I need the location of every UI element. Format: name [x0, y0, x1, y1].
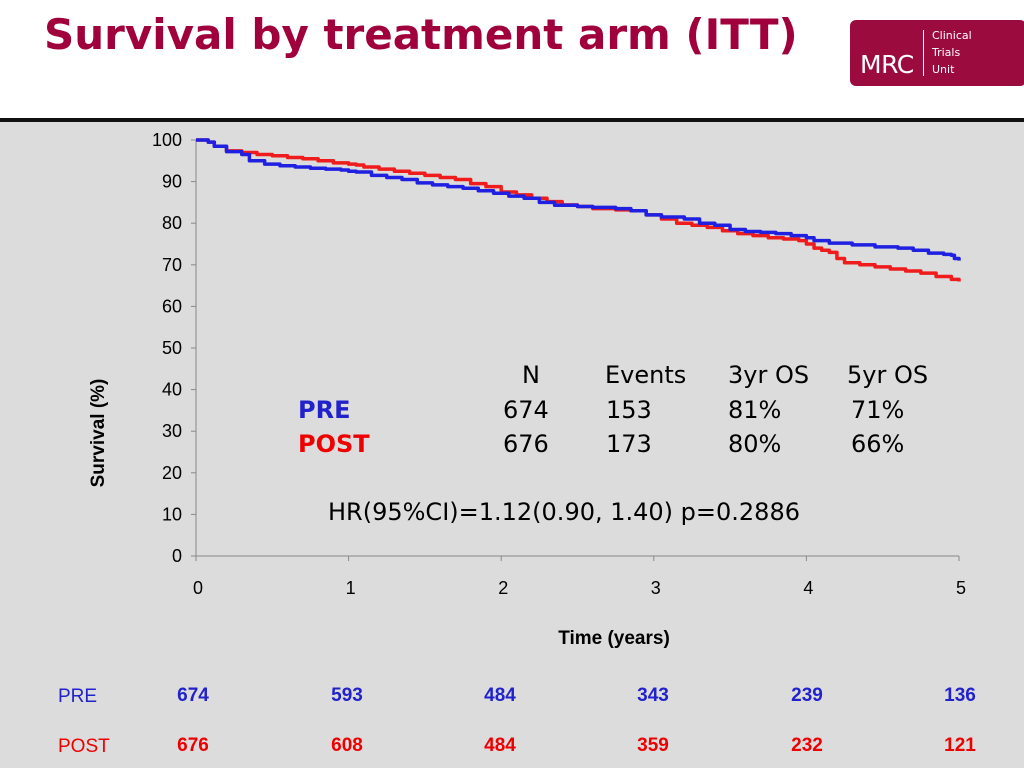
chart-axes: 0 10 20 30 40 50 60 70 80 90 100 0 1 2 3 4 5: [152, 130, 966, 598]
title-divider: [0, 118, 1024, 122]
x-tick-label: 2: [498, 578, 508, 598]
y-tick-label: 80: [162, 213, 182, 233]
at-risk-post-year-3: 359: [637, 735, 669, 756]
chart-panel: 0 10 20 30 40 50 60 70 80 90 100 0 1 2 3 4 5 Survival (%…: [0, 122, 1024, 768]
x-tick-label: 0: [193, 578, 203, 598]
survival-curve-pre: [196, 138, 961, 261]
at-risk-pre-year-2: 484: [484, 685, 516, 706]
at-risk-label-post: POST: [58, 736, 110, 757]
at-risk-pre-year-5: 136: [944, 685, 976, 706]
at-risk-pre-year-0: 674: [177, 685, 209, 706]
header-5yr-os: 5yr OS: [847, 361, 929, 389]
logo-line-unit: Unit: [932, 63, 955, 76]
y-axis-title: Survival (%): [88, 379, 109, 488]
y-tick-label: 100: [152, 130, 182, 150]
summary-arm-pre: PRE: [298, 396, 351, 424]
mrc-ctu-logo: MRC Clinical Trials Unit: [850, 20, 1024, 86]
y-tick-label: 30: [162, 421, 182, 441]
summary-pre-events: 153: [606, 396, 652, 424]
x-tick-label: 3: [651, 578, 661, 598]
summary-arm-post: POST: [298, 430, 370, 458]
survival-curves: [196, 138, 961, 282]
y-tick-label: 0: [172, 546, 182, 566]
summary-post-events: 173: [606, 430, 652, 458]
summary-pre-5yr-os: 71%: [851, 396, 905, 424]
at-risk-pre-year-1: 593: [331, 685, 363, 706]
at-risk-pre-year-4: 239: [791, 685, 823, 706]
y-tick-label: 50: [162, 338, 182, 358]
survival-curve-post: [196, 138, 961, 282]
hazard-ratio: HR(95%CI)=1.12(0.90, 1.40) p=0.2886: [328, 498, 800, 526]
at-risk-post-year-2: 484: [484, 735, 516, 756]
y-tick-label: 40: [162, 380, 182, 400]
at-risk-label-pre: PRE: [58, 686, 98, 707]
at-risk-post-year-0: 676: [177, 735, 209, 756]
at-risk-post-year-4: 232: [791, 735, 823, 756]
summary-post-5yr-os: 66%: [851, 430, 905, 458]
logo-line-clinical: Clinical: [932, 29, 972, 42]
survival-chart: 0 10 20 30 40 50 60 70 80 90 100 0 1 2 3 4 5 Survival (%…: [88, 130, 966, 649]
x-axis-title: Time (years): [558, 628, 670, 649]
logo-line-trials: Trials: [932, 46, 961, 59]
logo-divider: [923, 30, 924, 76]
x-tick-label: 4: [803, 578, 813, 598]
y-tick-label: 60: [162, 296, 182, 316]
summary-pre-n: 674: [503, 396, 549, 424]
summary-post-3yr-os: 80%: [728, 430, 782, 458]
y-tick-label: 70: [162, 255, 182, 275]
header-3yr-os: 3yr OS: [728, 361, 810, 389]
summary-pre-3yr-os: 81%: [728, 396, 782, 424]
slide-title: Survival by treatment arm (ITT): [44, 10, 798, 59]
summary-post-n: 676: [503, 430, 549, 458]
at-risk-post-year-1: 608: [331, 735, 363, 756]
x-tick-label: 5: [956, 578, 966, 598]
header-events: Events: [605, 361, 687, 389]
logo-mark: MRC: [860, 50, 914, 79]
y-tick-label: 10: [162, 504, 182, 524]
y-tick-label: 20: [162, 463, 182, 483]
at-risk-pre-year-3: 343: [637, 685, 669, 706]
at-risk-post-year-5: 121: [944, 735, 976, 756]
header-n: N: [522, 361, 540, 389]
y-tick-label: 90: [162, 172, 182, 192]
x-tick-label: 1: [346, 578, 356, 598]
